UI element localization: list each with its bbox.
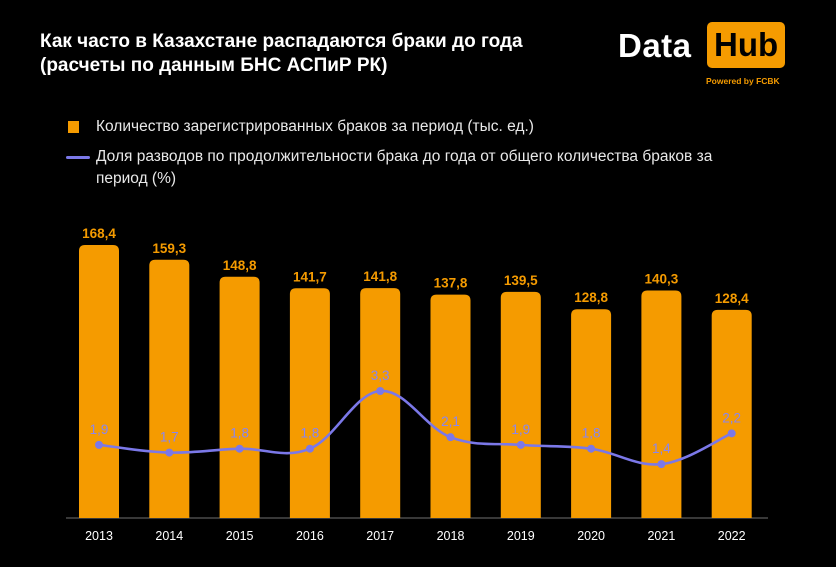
- line-point-2013: [95, 440, 103, 449]
- legend-item-bars: Количество зарегистрированных браков за …: [66, 116, 766, 138]
- x-tick-label-2022: 2022: [718, 529, 746, 543]
- line-value-label-2015: 1,8: [230, 426, 249, 441]
- line-value-label-2013: 1,9: [90, 422, 109, 437]
- line-point-2014: [165, 448, 174, 457]
- chart-title: Как часто в Казахстане распадаются браки…: [40, 30, 600, 78]
- bar-value-label-2018: 137,8: [434, 276, 468, 291]
- line-point-2019: [516, 440, 525, 449]
- bar-2022: [711, 309, 752, 518]
- line-value-label-2017: 3,3: [371, 368, 390, 383]
- bar-value-label-2013: 168,4: [82, 226, 116, 241]
- line-point-2018: [446, 433, 455, 442]
- logo-hub-badge: Hub: [707, 22, 786, 68]
- x-tick-label-2017: 2017: [366, 529, 394, 543]
- line-value-label-2021: 1,4: [652, 441, 671, 456]
- bar-2021: [641, 290, 682, 518]
- line-point-2016: [305, 444, 314, 453]
- legend-bar-swatch: [68, 121, 79, 133]
- bar-value-label-2017: 141,8: [363, 269, 397, 284]
- line-point-2017: [376, 387, 385, 395]
- chart-subtitle: (расчеты по данным БНС АСПиР РК): [40, 55, 388, 76]
- line-series-divorce-share: [98, 389, 733, 466]
- bar-value-label-2019: 139,5: [504, 273, 538, 288]
- bar-value-label-2022: 128,4: [715, 291, 749, 306]
- x-tick-label-2013: 2013: [85, 529, 113, 543]
- bar-2013: [79, 245, 119, 518]
- datahub-logo: Data Hub Powered by FCBK: [616, 20, 796, 92]
- line-point-2022: [727, 429, 736, 438]
- line-point-2020: [587, 444, 596, 453]
- bar-2017: [360, 288, 401, 518]
- bar-value-label-2016: 141,7: [293, 269, 327, 284]
- bar-value-label-2014: 159,3: [152, 241, 186, 256]
- x-tick-label-2021: 2021: [647, 529, 675, 543]
- x-tick-label-2016: 2016: [296, 529, 324, 543]
- line-value-label-2014: 1,7: [160, 430, 179, 445]
- bar-2020: [571, 309, 612, 518]
- bar-value-label-2015: 148,8: [223, 258, 257, 273]
- legend-line-swatch: [66, 156, 90, 159]
- chart-legend: Количество зарегистрированных браков за …: [66, 116, 766, 190]
- line-value-label-2020: 1,8: [582, 426, 601, 441]
- legend-label-bars: Количество зарегистрированных браков за …: [96, 118, 534, 135]
- x-tick-label-2014: 2014: [155, 529, 183, 543]
- bar-value-label-2021: 140,3: [645, 272, 679, 287]
- bar-2016: [289, 288, 330, 518]
- bar-value-label-2020: 128,8: [574, 290, 608, 305]
- bar-2014: [149, 259, 190, 518]
- line-point-2021: [657, 460, 666, 469]
- x-tick-label-2019: 2019: [507, 529, 535, 543]
- x-tick-label-2018: 2018: [437, 529, 465, 543]
- chart-title-line-1: Как часто в Казахстане распадаются браки…: [40, 31, 523, 52]
- logo-data-text: Data: [618, 27, 692, 64]
- bar-2018: [430, 294, 471, 518]
- x-tick-label-2020: 2020: [577, 529, 605, 543]
- legend-item-line: Доля разводов по продолжительности брака…: [66, 146, 766, 190]
- line-value-label-2018: 2,1: [441, 414, 460, 429]
- bar-2019: [500, 291, 541, 518]
- line-value-label-2022: 2,2: [722, 410, 741, 425]
- line-value-label-2016: 1,8: [301, 426, 320, 441]
- x-tick-label-2015: 2015: [226, 529, 254, 543]
- line-point-2015: [235, 444, 244, 453]
- logo-powered-by: Powered by FCBK: [706, 76, 780, 86]
- bar-2015: [219, 276, 260, 518]
- legend-label-line: Доля разводов по продолжительности брака…: [96, 148, 713, 187]
- line-value-label-2019: 1,9: [511, 422, 530, 437]
